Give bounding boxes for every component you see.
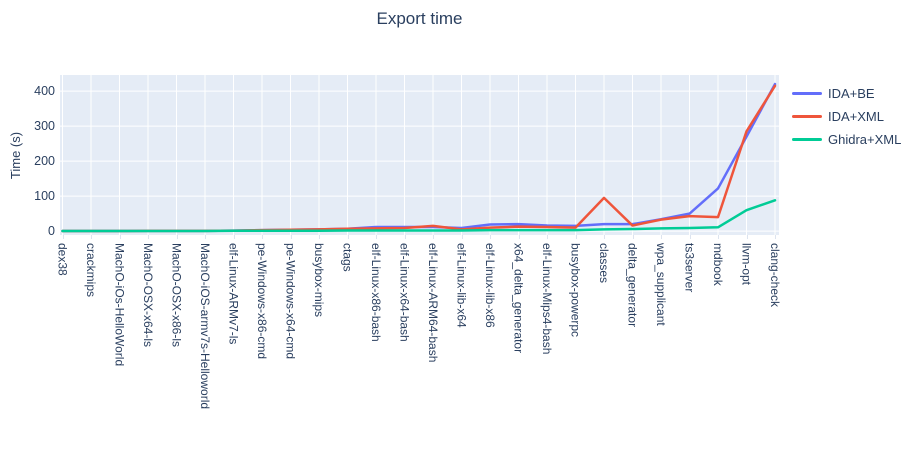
x-tick-label: busybox-mips <box>312 243 326 318</box>
x-tick-mark <box>376 235 377 239</box>
x-tick-mark <box>689 235 691 239</box>
x-tick-mark <box>404 235 406 239</box>
x-tick-label: x64_delta_generator <box>511 243 526 354</box>
x-tick-mark <box>91 235 92 239</box>
series-line-ida-be[interactable] <box>61 82 777 233</box>
x-tick-mark <box>319 235 320 239</box>
x-tick-mark <box>575 235 577 239</box>
x-tick-mark <box>661 235 662 239</box>
x-tick-label: MachO-iOs-HelloWorld <box>112 243 127 367</box>
y-tick-label: 400 <box>34 84 55 99</box>
plot-canvas <box>60 75 779 235</box>
x-tick-mark <box>205 235 206 239</box>
y-tick-label: 100 <box>34 189 55 204</box>
x-tick-label: wpa_supplicant <box>654 243 668 326</box>
x-tick-mark <box>632 235 634 239</box>
x-tick-label: llvm-opt <box>739 243 754 286</box>
x-tick-mark <box>433 235 434 239</box>
x-tick-label: busybox-powerpc <box>568 243 583 338</box>
x-tick-mark <box>119 235 121 239</box>
x-tick-label: dex38 <box>55 243 70 276</box>
legend-item-ida-xml[interactable]: IDA+XML <box>792 108 901 124</box>
series-line-ghidra-xml[interactable] <box>61 199 777 233</box>
x-tick-label: pe-Windows-x64-cmd <box>283 243 298 360</box>
y-tick-label: 200 <box>34 154 55 169</box>
x-tick-label: elf-Linux-lib-x64 <box>454 243 469 328</box>
x-tick-mark <box>347 235 349 239</box>
x-tick-label: mdbook <box>711 243 725 286</box>
x-tick-mark <box>233 235 235 239</box>
x-tick-mark <box>604 235 605 239</box>
x-tick-mark <box>262 235 263 239</box>
series-line-ida-xml[interactable] <box>61 84 777 233</box>
x-tick-mark <box>290 235 292 239</box>
x-tick-label: elf-Linux-lib-x86 <box>483 243 497 328</box>
x-tick-label: elf-Linux-x64-bash <box>397 243 412 342</box>
x-tick-label: elf-Linux-ARM64-bash <box>426 243 440 363</box>
x-tick-label: elf-Linux-x86-bash <box>369 243 383 342</box>
x-tick-label: delta_generator <box>625 243 640 328</box>
x-tick-mark <box>148 235 149 239</box>
x-tick-label: MachO-OSX-x86-ls <box>169 243 184 348</box>
x-tick-label: ctags <box>340 243 355 272</box>
x-tick-mark <box>518 235 520 239</box>
x-tick-label: MachO-iOS-armv7s-Helloworld <box>198 243 212 410</box>
y-tick-label: 0 <box>48 224 55 239</box>
legend: IDA+BE IDA+XML Ghidra+XML <box>792 85 902 147</box>
x-tick-mark <box>490 235 491 239</box>
x-tick-label: clang-check <box>768 243 782 308</box>
x-tick-mark <box>775 235 776 239</box>
x-tick-mark <box>547 235 548 239</box>
plot-area[interactable] <box>60 75 779 235</box>
legend-label: Ghidra+XML <box>828 131 902 147</box>
x-tick-mark <box>62 235 64 239</box>
x-tick-mark <box>461 235 463 239</box>
legend-line-swatch <box>792 137 822 141</box>
x-tick-label: elf-Linux-ARMv7-ls <box>226 243 241 345</box>
legend-line-swatch <box>792 91 822 95</box>
x-tick-label: elf-Linux-Mips4-bash <box>540 243 554 355</box>
chart-title: Export time <box>376 9 463 28</box>
y-tick-label: 300 <box>34 119 55 134</box>
x-tick-label: crackmips <box>84 243 98 298</box>
legend-item-ida-be[interactable]: IDA+BE <box>792 85 901 101</box>
x-tick-label: classes <box>597 243 611 284</box>
legend-label: IDA+XML <box>828 108 884 124</box>
x-tick-mark <box>718 235 719 239</box>
x-tick-mark <box>176 235 178 239</box>
x-tick-label: pe-Windows-x86-cmd <box>255 243 269 360</box>
legend-label: IDA+BE <box>828 85 875 101</box>
legend-item-ghidra-xml[interactable]: Ghidra+XML <box>792 131 902 147</box>
x-tick-mark <box>746 235 748 239</box>
x-tick-label: MachO-OSX-x64-ls <box>141 243 155 348</box>
legend-line-swatch <box>792 114 822 118</box>
x-tick-label: ts3server <box>682 243 697 293</box>
